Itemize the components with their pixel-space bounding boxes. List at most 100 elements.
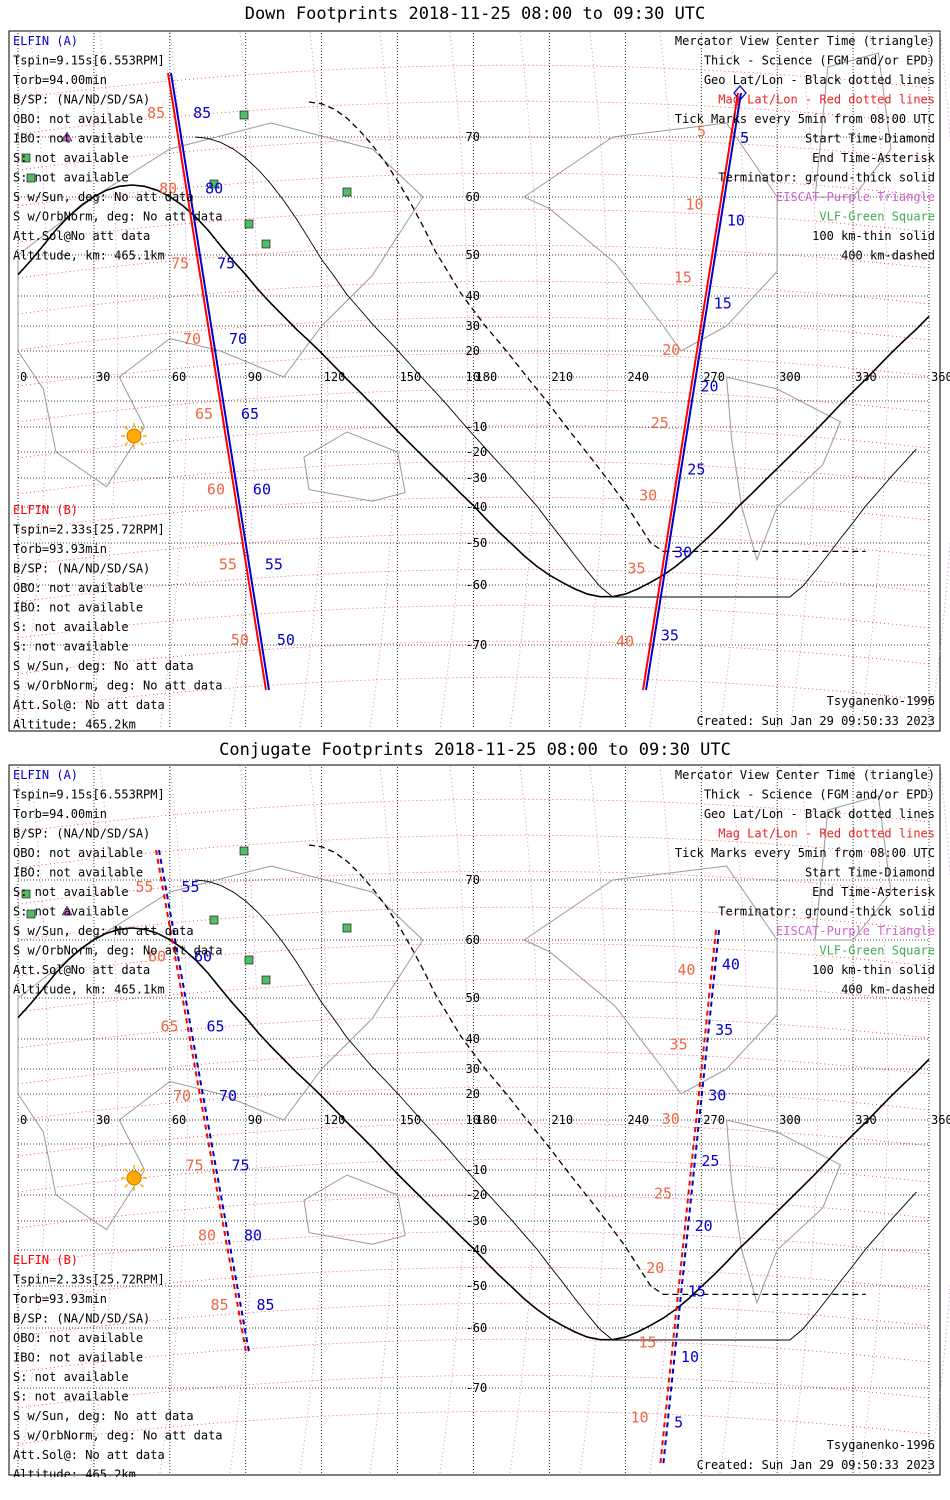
lat-tick-label: -50 [466,536,488,550]
vlf-square-icon [21,889,31,899]
elfin-a-time-label: 35 [661,626,679,644]
sun-ray [139,441,144,446]
legend-line: Geo Lat/Lon - Black dotted lines [704,73,935,87]
legend-line: VLF-Green Square [819,210,935,224]
elfin-b-time-label: 5 [697,123,706,141]
lon-tick-label: 240 [627,370,649,384]
mag-lon-line [369,765,399,1474]
elfin-a-info-line: S: not available [13,151,129,165]
elfin-a-time-label: 30 [674,543,692,561]
elfin-b-time-label: 25 [651,414,669,432]
elfin-b-mlat-label: 65 [195,405,213,423]
mag-lat-line [17,942,930,977]
lon-tick-label: 240 [627,1113,649,1127]
elfin-a-mlat-label: 75 [232,1157,250,1175]
lat-tick-label: -60 [466,1321,488,1335]
elfin-a-mlat-label: 70 [229,330,247,348]
elfin-a-time-label: 10 [681,1348,699,1366]
continent-outline [303,431,406,502]
elfin-b-time-label: 40 [616,632,634,650]
lat-tick-label: -70 [466,638,488,652]
elfin-b-mlat-label: 85 [211,1296,229,1314]
elfin-b-mlat-label: 80 [198,1226,216,1244]
mag-lon-line [719,31,749,730]
mag-lat-line [17,460,930,495]
mag-lat-line [17,244,930,279]
lat-tick-label: 20 [466,344,480,358]
lat-tick-label: -70 [466,1381,488,1395]
elfin-b-info-line: Altitude: 465.2km [13,1468,136,1478]
lon-tick-label: 150 [400,1113,422,1127]
elfin-a-mlat-label: 55 [265,556,283,574]
legend-line: 100 km-thin solid [812,963,935,977]
legend-line: Terminator: ground-thick solid [718,171,935,185]
lon-tick-label: 180 [476,1113,498,1127]
elfin-a-info-line: Tspin=9.15s[6.553RPM] [13,54,165,68]
sun-ray [124,441,129,446]
elfin-b-info-line: Att.Sol@: No att data [13,698,165,712]
legend-line: Mag Lat/Lon - Red dotted lines [718,827,935,841]
mag-lat-line [17,424,930,459]
elfin-b-mlat-label: 75 [171,255,189,273]
elfin-a-info-line: IBO: not available [13,866,143,880]
legend-line: 400 km-dashed [841,983,935,997]
mag-lon-line [509,31,539,730]
elfin-b-info-line: Altitude: 465.2km [13,718,136,732]
elfin-b-info-line: Torb=93.93min [13,1292,107,1306]
elfin-a-mlat-label: 70 [219,1087,237,1105]
elfin-a-time-label: 35 [715,1021,733,1039]
lat-tick-label: 30 [466,319,480,333]
field-model-label: Tsyganenko-1996 [827,694,935,708]
elfin-b-time-label: 35 [670,1035,688,1053]
legend-line: VLF-Green Square [819,944,935,958]
lon-tick-label: 30 [96,1113,110,1127]
down-footprints-map: 0 30 60 90 120 150 180 210 240 270 300 330 360706050… [8,30,950,732]
lon-tick-label: 300 [779,370,801,384]
mag-lat-line [17,1050,930,1085]
mag-lat-line [17,208,930,243]
mag-lon-line [19,31,49,730]
sun-ray [139,426,144,431]
vlf-square-icon [342,923,352,933]
mag-lon-line [159,765,189,1474]
lon-tick-label: 300 [779,1113,801,1127]
mag-lat-line [17,1266,930,1301]
lat-tick-label: 50 [466,248,480,262]
elfin-a-info-line: Altitude, km: 465.1km [13,983,165,997]
elfin-b-time-label: 20 [662,341,680,359]
continent-outline [814,795,892,941]
continent-outline [726,376,842,562]
mag-lon-line [859,765,889,1474]
elfin-b-time-label: 15 [638,1334,656,1352]
elfin-a-header: ELFIN (A) [13,34,78,48]
mag-lon-line [229,765,259,1474]
elfin-b-info-line: Tspin=2.33s[25.72RPM] [13,1273,165,1287]
elfin-a-info-line: OBO: not available [13,112,143,126]
lat-tick-label: 50 [466,991,480,1005]
elfin-a-time-label: 5 [740,129,749,147]
vlf-square-icon [342,187,352,197]
elfin-a-mlat-label: 60 [253,480,271,498]
elfin-b-info-line: Att.Sol@: No att data [13,1448,165,1462]
lat-tick-label: 20 [466,1087,480,1101]
mag-lat-line [17,568,930,603]
elfin-a-mlat-label: 55 [182,878,200,896]
down-panel-title: Down Footprints 2018-11-25 08:00 to 09:3… [244,4,706,24]
elfin-b-mlat-label: 65 [161,1017,179,1035]
elfin-a-header: ELFIN (A) [13,768,78,782]
map-frame [8,30,941,732]
lat-tick-label: -30 [466,471,488,485]
lon-tick-label: 210 [551,1113,573,1127]
elfin-b-info-line: OBO: not available [13,1331,143,1345]
elfin-b-time-label: 10 [631,1408,649,1426]
elfin-b-mlat-label: 80 [159,179,177,197]
terminator-400km [308,844,866,1296]
elfin-a-info-line: Torb=94.00min [13,73,107,87]
terminator-ground [17,184,930,598]
elfin-a-info-line: S: not available [13,171,129,185]
elfin-a-time-label: 40 [722,955,740,973]
lat-tick-label: 70 [466,873,480,887]
elfin-b-mlat-label: 50 [231,631,249,649]
mag-lat-line [17,100,930,135]
mag-lat-line [17,1230,930,1265]
